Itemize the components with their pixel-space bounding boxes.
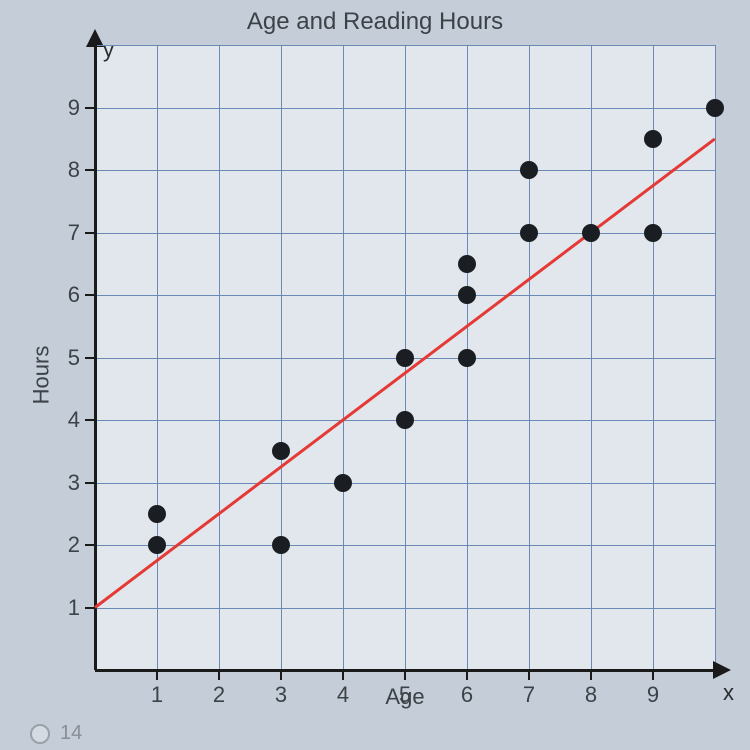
data-point — [148, 505, 166, 523]
plot-area: y x 123456789123456789 — [95, 45, 715, 670]
grid-line-horizontal — [95, 170, 715, 171]
x-tick-mark — [466, 670, 468, 680]
answer-option[interactable]: 14 — [30, 722, 82, 745]
data-point — [396, 411, 414, 429]
y-tick-label: 7 — [68, 220, 80, 246]
y-tick-mark — [85, 357, 95, 359]
data-point — [458, 286, 476, 304]
grid-line-horizontal — [95, 608, 715, 609]
y-tick-mark — [85, 169, 95, 171]
data-point — [520, 224, 538, 242]
data-point — [272, 442, 290, 460]
grid-line-horizontal — [95, 233, 715, 234]
y-tick-mark — [85, 294, 95, 296]
y-axis-label: Hours — [28, 346, 54, 405]
x-tick-mark — [404, 670, 406, 680]
data-point — [334, 474, 352, 492]
x-axis-label: Age — [95, 684, 715, 710]
y-tick-mark — [85, 544, 95, 546]
grid-line-horizontal — [95, 545, 715, 546]
data-point — [148, 536, 166, 554]
y-tick-label: 5 — [68, 345, 80, 371]
y-tick-label: 2 — [68, 532, 80, 558]
x-tick-mark — [652, 670, 654, 680]
y-axis-letter: y — [103, 37, 114, 63]
x-axis-letter: x — [723, 680, 734, 706]
y-tick-label: 9 — [68, 95, 80, 121]
grid-line-horizontal — [95, 295, 715, 296]
grid-line-horizontal — [95, 108, 715, 109]
y-tick-label: 8 — [68, 157, 80, 183]
y-tick-mark — [85, 107, 95, 109]
x-tick-mark — [342, 670, 344, 680]
x-tick-mark — [218, 670, 220, 680]
x-tick-mark — [590, 670, 592, 680]
data-point — [396, 349, 414, 367]
data-point — [582, 224, 600, 242]
y-tick-label: 4 — [68, 407, 80, 433]
y-tick-mark — [85, 482, 95, 484]
y-tick-label: 3 — [68, 470, 80, 496]
data-point — [706, 99, 724, 117]
y-tick-mark — [85, 419, 95, 421]
y-tick-label: 6 — [68, 282, 80, 308]
data-point — [644, 224, 662, 242]
x-axis-arrow-icon — [713, 661, 731, 679]
chart-container: Age and Reading Hours Hours y x 12345678… — [0, 0, 750, 750]
x-tick-mark — [156, 670, 158, 680]
data-point — [458, 255, 476, 273]
data-point — [458, 349, 476, 367]
grid-line-horizontal — [95, 483, 715, 484]
x-tick-mark — [280, 670, 282, 680]
y-tick-label: 1 — [68, 595, 80, 621]
x-tick-mark — [528, 670, 530, 680]
option-label: 14 — [60, 722, 82, 745]
data-point — [520, 161, 538, 179]
chart-title: Age and Reading Hours — [0, 8, 750, 36]
data-point — [644, 130, 662, 148]
y-tick-mark — [85, 232, 95, 234]
radio-icon — [30, 724, 50, 744]
data-point — [272, 536, 290, 554]
grid-line-horizontal — [95, 45, 715, 46]
